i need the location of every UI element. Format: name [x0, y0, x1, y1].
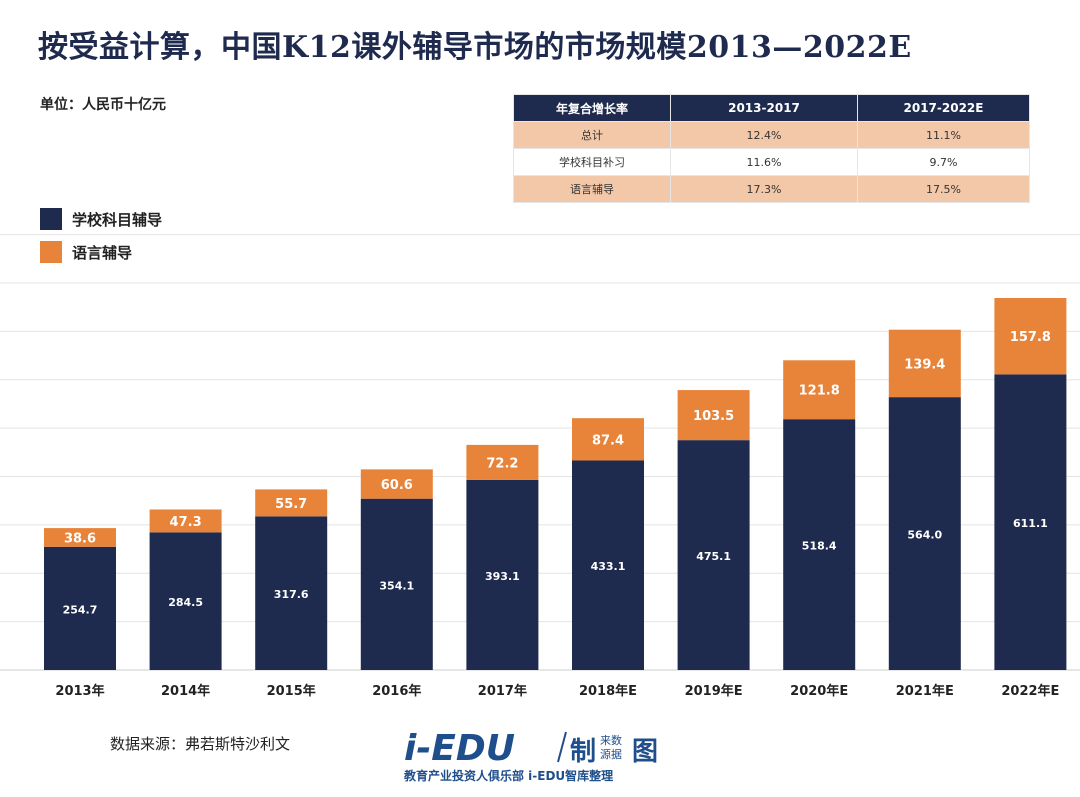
bar-school: [149, 532, 222, 670]
data-label-school: 611.1: [1013, 517, 1048, 530]
data-label-language: 60.6: [381, 478, 413, 493]
x-tick-label: 2020年E: [790, 683, 848, 699]
x-tick-label: 2013年: [55, 683, 104, 699]
cagr-table: 年复合增长率 2013-2017 2017-2022E 总计 12.4% 11.…: [513, 94, 1030, 203]
bar-language: [783, 360, 856, 420]
x-tick-label: 2015年: [267, 683, 316, 699]
bar-language: [572, 418, 644, 461]
table-cell: 17.5%: [857, 175, 1030, 203]
legend-item-language: 语言辅导: [40, 241, 132, 263]
bar-school: [572, 460, 644, 670]
data-label-language: 121.8: [799, 384, 840, 399]
svg-text:教育产业投资人俱乐部 i-EDU智库整理: 教育产业投资人俱乐部 i-EDU智库整理: [403, 768, 613, 783]
data-label-school: 564.0: [907, 529, 942, 542]
legend-swatch-language: [40, 241, 62, 263]
data-label-language: 38.6: [64, 531, 96, 546]
data-source: 数据来源：弗若斯特沙利文: [110, 735, 291, 753]
legend-item-school: 学校科目辅导: [40, 208, 162, 230]
data-label-school: 317.6: [274, 588, 309, 601]
table-header-row: 年复合增长率 2013-2017 2017-2022E: [513, 94, 1030, 122]
data-label-language: 55.7: [275, 497, 307, 512]
bar-school: [255, 516, 328, 670]
x-tick-label: 2017年: [478, 683, 527, 699]
bar-language: [360, 469, 433, 499]
legend-label-language: 语言辅导: [72, 243, 133, 262]
bar-language: [255, 489, 328, 517]
x-tick-label: 2022年E: [1001, 683, 1059, 699]
table-cell: 17.3%: [670, 175, 858, 203]
logo-main-text: i-EDU: [404, 728, 515, 769]
svg-text:来数: 来数: [600, 734, 622, 747]
bar-language: [149, 509, 222, 533]
bar-language: [466, 444, 539, 480]
x-tick-label: 2018年E: [579, 683, 637, 699]
table-cell: 12.4%: [670, 121, 858, 149]
table-cell: 11.1%: [857, 121, 1030, 149]
bar-school: [44, 546, 116, 670]
bar-school: [677, 440, 750, 670]
x-tick-label: 2014年: [161, 683, 210, 699]
bar-language: [994, 298, 1067, 375]
data-label-school: 354.1: [379, 579, 414, 592]
table-cell: 11.6%: [670, 148, 858, 176]
table-header: 2013-2017: [670, 94, 858, 122]
table-cell: 总计: [513, 121, 671, 149]
data-label-school: 254.7: [63, 603, 98, 616]
table-cell: 9.7%: [857, 148, 1030, 176]
data-label-language: 103.5: [693, 409, 734, 424]
bar-school: [466, 479, 539, 670]
table-header: 2017-2022E: [857, 94, 1030, 122]
svg-text:图: 图: [632, 737, 658, 767]
bar-school: [360, 498, 433, 670]
data-label-language: 47.3: [170, 515, 202, 530]
legend-label-school: 学校科目辅导: [72, 210, 163, 229]
x-tick-label: 2016年: [372, 683, 421, 699]
chart-title: 按受益计算，中国K12课外辅导市场的市场规模2013—2022E: [38, 30, 912, 65]
data-label-school: 284.5: [168, 596, 203, 609]
data-label-language: 157.8: [1010, 330, 1051, 345]
data-label-language: 139.4: [904, 357, 945, 372]
bar-school: [888, 397, 961, 670]
data-label-language: 87.4: [592, 433, 624, 448]
data-label-school: 475.1: [696, 550, 731, 563]
svg-text:源据: 源据: [600, 747, 622, 761]
table-header: 年复合增长率: [513, 94, 671, 122]
x-tick-label: 2019年E: [685, 683, 743, 699]
bar-language: [44, 528, 116, 547]
table-cell: 学校科目补习: [513, 148, 671, 176]
svg-text:制: 制: [570, 737, 596, 767]
table-row: 学校科目补习 11.6% 9.7%: [513, 148, 1030, 176]
table-row: 语言辅导 17.3% 17.5%: [513, 175, 1030, 203]
bar-language: [888, 329, 961, 398]
bar-language: [677, 390, 750, 441]
data-label-school: 518.4: [802, 540, 837, 553]
data-label-school: 433.1: [591, 560, 626, 573]
bar-school: [783, 419, 856, 670]
bar-school: [994, 374, 1067, 670]
x-tick-label: 2021年E: [896, 683, 954, 699]
table-cell: 语言辅导: [513, 175, 671, 203]
table-row: 总计 12.4% 11.1%: [513, 121, 1030, 149]
unit-label: 单位：人民币十亿元: [40, 97, 166, 113]
legend-swatch-school: [40, 208, 62, 230]
i-edu-logo: i-EDU 制 来数 源据 图 教育产业投资人俱乐部 i-EDU智库整理: [403, 728, 658, 783]
data-label-language: 72.2: [486, 456, 518, 471]
data-label-school: 393.1: [485, 570, 520, 583]
